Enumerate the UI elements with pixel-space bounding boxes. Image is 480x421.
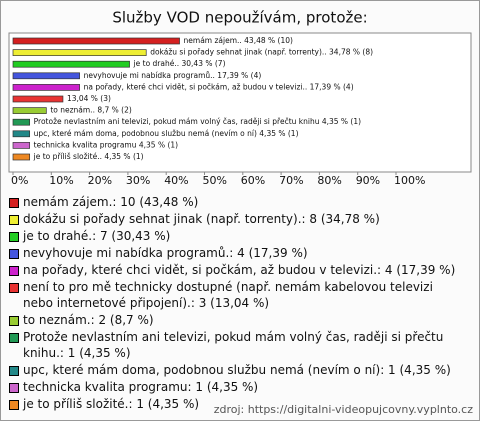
legend-label: nemám zájem.: 10 (43,48 %) xyxy=(23,195,199,209)
legend-swatch xyxy=(9,366,19,376)
legend-swatch xyxy=(9,316,19,326)
legend-item: technicka kvalita programu: 1 (4,35 %) xyxy=(9,379,464,395)
legend-swatch xyxy=(9,249,19,259)
legend-swatch xyxy=(9,266,19,276)
legend-label: na pořady, které chci vidět, si počkám, … xyxy=(23,263,456,277)
legend-item: na pořady, které chci vidět, si počkám, … xyxy=(9,262,464,278)
legend-swatch xyxy=(9,400,19,410)
x-tick-label: 50% xyxy=(203,174,227,187)
legend-item: je to drahé.: 7 (30,43 %) xyxy=(9,228,464,244)
legend-swatch xyxy=(9,333,19,343)
x-tick-label: 80% xyxy=(317,174,341,187)
legend-label: Protože nevlastním ani televizi, pokud m… xyxy=(23,330,444,360)
data-label: na pořady, které chci vidět, si počkám, … xyxy=(84,82,354,91)
legend-swatch xyxy=(9,232,19,242)
plot: Služby VOD nepoužívám, protože: 0% 10% 20%… xyxy=(8,9,472,187)
legend-label: to neznám.: 2 (8,7 %) xyxy=(23,313,154,327)
x-tick-label: 40% xyxy=(164,174,188,187)
data-label: Protože nevlastním ani televizi, pokud m… xyxy=(34,117,361,126)
data-label: nemám zájem.. 43,48 % (10) xyxy=(184,36,293,45)
legend-label: nevyhovuje mi nabídka programů.: 4 (17,3… xyxy=(23,246,308,260)
data-label: 13,04 % (3) xyxy=(67,94,111,103)
data-label: upc, které mám doma, podobnou službu nem… xyxy=(34,129,299,138)
legend-label: je to příliš složité.: 1 (4,35 %) xyxy=(23,397,200,411)
legend-label: je to drahé.: 7 (30,43 %) xyxy=(23,229,171,243)
x-tick-label: 20% xyxy=(88,174,112,187)
data-label: nevyhovuje mi nabídka programů.. 17,39 %… xyxy=(84,71,262,80)
data-label: technicka kvalita programu 4,35 % (1) xyxy=(34,140,178,149)
bar xyxy=(12,60,130,68)
bar xyxy=(12,118,31,126)
bar xyxy=(12,84,80,91)
legend-label: dokážu si pořady sehnat jinak (např. tor… xyxy=(23,212,380,226)
bar xyxy=(12,95,64,103)
x-tick-label: 30% xyxy=(126,174,150,187)
x-tick-label: 0% xyxy=(11,174,28,187)
legend-item: Protože nevlastním ani televizi, pokud m… xyxy=(9,329,464,361)
x-tick-label: 70% xyxy=(279,174,303,187)
bar xyxy=(12,107,47,114)
data-label: je to příliš složité.. 4,35 % (1) xyxy=(33,152,144,161)
legend: nemám zájem.: 10 (43,48 %) dokážu si pořa… xyxy=(9,194,464,413)
legend-item: je to příliš složité.: 1 (4,35 %) xyxy=(9,396,464,412)
legend-label: není to pro mě technicky dostupné (např.… xyxy=(23,280,433,310)
chart-title: Služby VOD nepoužívám, protože: xyxy=(112,9,367,27)
legend-label: technicka kvalita programu: 1 (4,35 %) xyxy=(23,380,259,394)
x-tick-label: 90% xyxy=(356,174,380,187)
source: zdroj: https://digitalni-videopujcovny.v… xyxy=(213,403,473,416)
data-label: je to drahé.. 30,43 % (7) xyxy=(133,59,226,68)
legend-swatch xyxy=(9,198,19,208)
x-tick-label: 100% xyxy=(394,174,425,187)
legend-item: dokážu si pořady sehnat jinak (např. tor… xyxy=(9,211,464,227)
bar xyxy=(12,72,80,80)
legend-item: není to pro mě technicky dostupné (např.… xyxy=(9,279,464,311)
x-tick-label: 10% xyxy=(49,174,73,187)
data-label: dokážu si pořady sehnat jinak (např. tor… xyxy=(150,48,373,57)
legend-swatch xyxy=(9,215,19,225)
plot-frame xyxy=(8,32,472,173)
bar xyxy=(12,130,31,138)
bar xyxy=(12,142,31,149)
legend-item: nemám zájem.: 10 (43,48 %) xyxy=(9,194,464,210)
legend-swatch xyxy=(9,283,19,293)
data-label: to neznám.. 8,7 % (2) xyxy=(50,106,132,115)
bar xyxy=(12,49,147,56)
legend-item: to neznám.: 2 (8,7 %) xyxy=(9,312,464,328)
x-tick-label: 60% xyxy=(241,174,265,187)
legend-item: nevyhovuje mi nabídka programů.: 4 (17,3… xyxy=(9,245,464,261)
legend-label: upc, které mám doma, podobnou službu nem… xyxy=(23,363,451,377)
bar xyxy=(12,37,180,45)
bar xyxy=(12,153,31,161)
legend-swatch xyxy=(9,383,19,393)
legend-item: upc, které mám doma, podobnou službu nem… xyxy=(9,362,464,378)
